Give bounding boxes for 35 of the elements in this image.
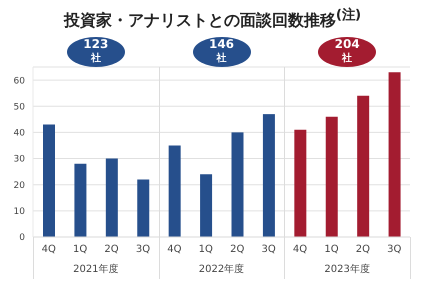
text: 2021年度 bbox=[72, 262, 120, 276]
y-tick-label: 40 bbox=[14, 128, 26, 139]
bar bbox=[326, 116, 338, 237]
x-tick-label: 4Q bbox=[167, 244, 182, 256]
x-tick-label: 4Q bbox=[292, 244, 308, 256]
x-tick-label: 2Q bbox=[356, 244, 370, 256]
x-tick-label: 2Q bbox=[104, 244, 119, 256]
y-tick-label: 50 bbox=[14, 102, 26, 112]
x-tick-label: 1Q bbox=[324, 244, 339, 256]
y-tick-label: 20 bbox=[14, 180, 26, 191]
x-tick-label: 3Q bbox=[262, 244, 276, 256]
bar bbox=[137, 179, 150, 237]
y-tick-label: 60 bbox=[14, 76, 26, 86]
text: 2023年度 bbox=[323, 262, 371, 276]
y-tick-label: 10 bbox=[14, 207, 26, 218]
bar bbox=[294, 130, 306, 237]
x-tick-label: 2Q bbox=[230, 244, 244, 256]
x-tick-label: 3Q bbox=[387, 244, 402, 256]
bar bbox=[106, 158, 118, 237]
bar bbox=[262, 114, 275, 237]
chart-title: 投資家・アナリストとの面談回数推移$^{(注)}$ bbox=[62, 6, 362, 32]
x-tick-label: 1Q bbox=[73, 244, 88, 256]
bar bbox=[232, 132, 244, 237]
y-tick-label: 30 bbox=[14, 154, 26, 165]
x-tick-label: 3Q bbox=[136, 244, 150, 256]
x-tick-label: 1Q bbox=[198, 244, 214, 256]
text: 2022年度 bbox=[198, 262, 246, 276]
bar bbox=[357, 96, 370, 237]
bar bbox=[388, 72, 401, 237]
bar bbox=[74, 164, 86, 237]
bar bbox=[43, 124, 55, 237]
y-tick-label: 0 bbox=[19, 233, 26, 244]
x-tick-label: 4Q bbox=[42, 244, 56, 256]
bar bbox=[168, 145, 181, 237]
bar bbox=[200, 174, 212, 237]
